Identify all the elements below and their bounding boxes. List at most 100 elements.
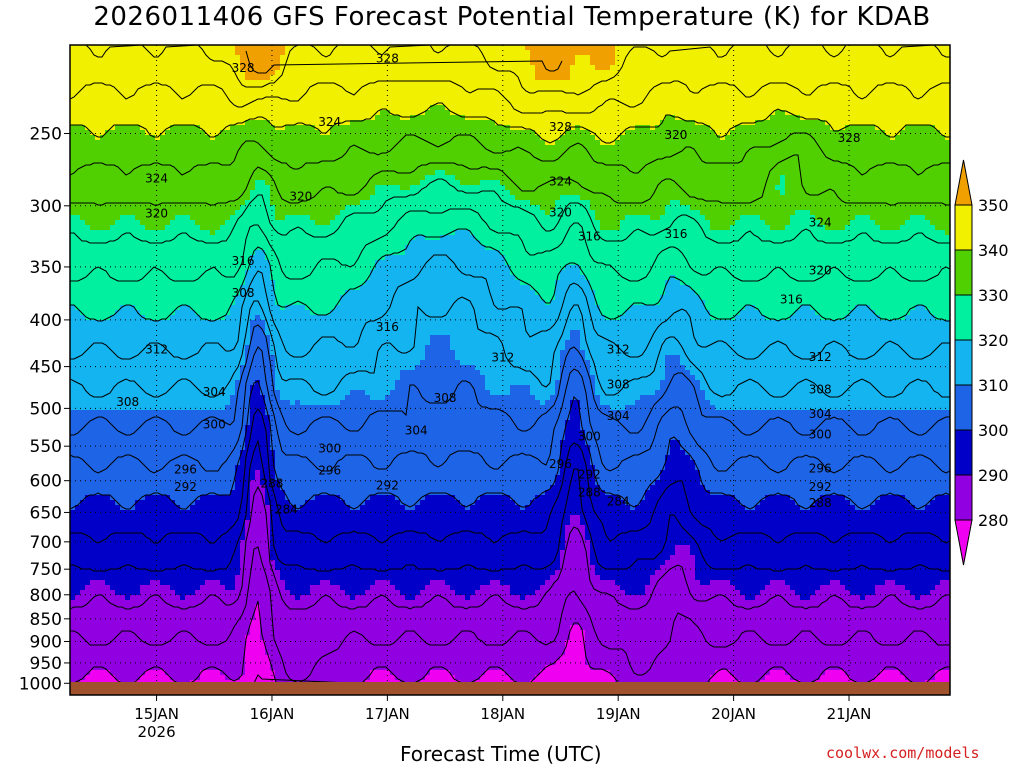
contour-cell (125, 140, 131, 146)
contour-cell (145, 120, 151, 126)
contour-cell (210, 560, 216, 566)
contour-cell (95, 330, 101, 336)
contour-cell (130, 55, 136, 61)
contour-cell (200, 195, 206, 201)
contour-cell (150, 290, 156, 296)
contour-cell (220, 80, 226, 86)
contour-cell (135, 300, 141, 306)
contour-cell (260, 260, 266, 266)
contour-cell (200, 155, 206, 161)
contour-cell (185, 275, 191, 281)
contour-cell (225, 555, 231, 561)
contour-cell (105, 620, 111, 626)
contour-cell (75, 645, 81, 651)
contour-cell (135, 115, 141, 121)
contour-cell (155, 310, 161, 316)
contour-cell (250, 595, 256, 601)
contour-cell (205, 150, 211, 156)
contour-cell (135, 70, 141, 76)
contour-cell (105, 545, 111, 551)
contour-cell (170, 450, 176, 456)
contour-cell (250, 530, 256, 536)
contour-cell (155, 295, 161, 301)
contour-cell (125, 290, 131, 296)
contour-cell (95, 465, 101, 471)
contour-cell (250, 485, 256, 491)
contour-cell (125, 110, 131, 116)
contour-cell (105, 470, 111, 476)
contour-cell (190, 105, 196, 111)
contour-cell (235, 580, 241, 586)
contour-cell (255, 155, 261, 161)
contour-cell (90, 305, 96, 311)
contour-cell (130, 50, 136, 56)
contour-cell (175, 440, 181, 446)
contour-cell (100, 380, 106, 386)
contour-cell (170, 170, 176, 176)
contour-cell (115, 570, 121, 576)
contour-cell (235, 110, 241, 116)
contour-cell (230, 435, 236, 441)
contour-cell (160, 360, 166, 366)
contour-cell (180, 330, 186, 336)
contour-cell (255, 640, 261, 646)
contour-cell (230, 110, 236, 116)
contour-cell (225, 210, 231, 216)
contour-cell (190, 340, 196, 346)
contour-cell (115, 520, 121, 526)
contour-cell (75, 260, 81, 266)
contour-cell (190, 545, 196, 551)
contour-cell (135, 155, 141, 161)
contour-cell (210, 260, 216, 266)
contour-cell (190, 585, 196, 591)
contour-cell (225, 430, 231, 436)
contour-cell (215, 410, 221, 416)
contour-cell (115, 160, 121, 166)
contour-cell (115, 540, 121, 546)
contour-cell (160, 165, 166, 171)
contour-cell (80, 665, 86, 671)
contour-cell (150, 325, 156, 331)
contour-cell (95, 305, 101, 311)
contour-cell (220, 505, 226, 511)
contour-cell (120, 340, 126, 346)
contour-cell (190, 365, 196, 371)
contour-cell (110, 255, 116, 261)
contour-cell (100, 355, 106, 361)
contour-cell (215, 55, 221, 61)
contour-cell (120, 570, 126, 576)
contour-cell (120, 485, 126, 491)
contour-cell (85, 630, 91, 636)
contour-cell (225, 325, 231, 331)
contour-cell (250, 475, 256, 481)
contour-cell (80, 180, 86, 186)
contour-cell (160, 380, 166, 386)
contour-cell (75, 240, 81, 246)
contour-cell (200, 55, 206, 61)
contour-cell (150, 335, 156, 341)
contour-cell (225, 215, 231, 221)
contour-cell (125, 270, 131, 276)
contour-cell (155, 475, 161, 481)
contour-cell (180, 525, 186, 531)
contour-cell (260, 295, 266, 301)
contour-cell (205, 460, 211, 466)
contour-cell (200, 635, 206, 641)
contour-cell (120, 245, 126, 251)
contour-cell (120, 140, 126, 146)
contour-cell (205, 125, 211, 131)
contour-cell (80, 335, 86, 341)
contour-cell (105, 525, 111, 531)
contour-cell (70, 425, 76, 431)
contour-cell (175, 215, 181, 221)
contour-cell (90, 655, 96, 661)
contour-cell (145, 580, 151, 586)
contour-cell (225, 335, 231, 341)
contour-cell (220, 620, 226, 626)
contour-cell (145, 60, 151, 66)
contour-cell (110, 490, 116, 496)
contour-cell (110, 500, 116, 506)
contour-cell (80, 545, 86, 551)
contour-cell (100, 165, 106, 171)
contour-cell (160, 305, 166, 311)
